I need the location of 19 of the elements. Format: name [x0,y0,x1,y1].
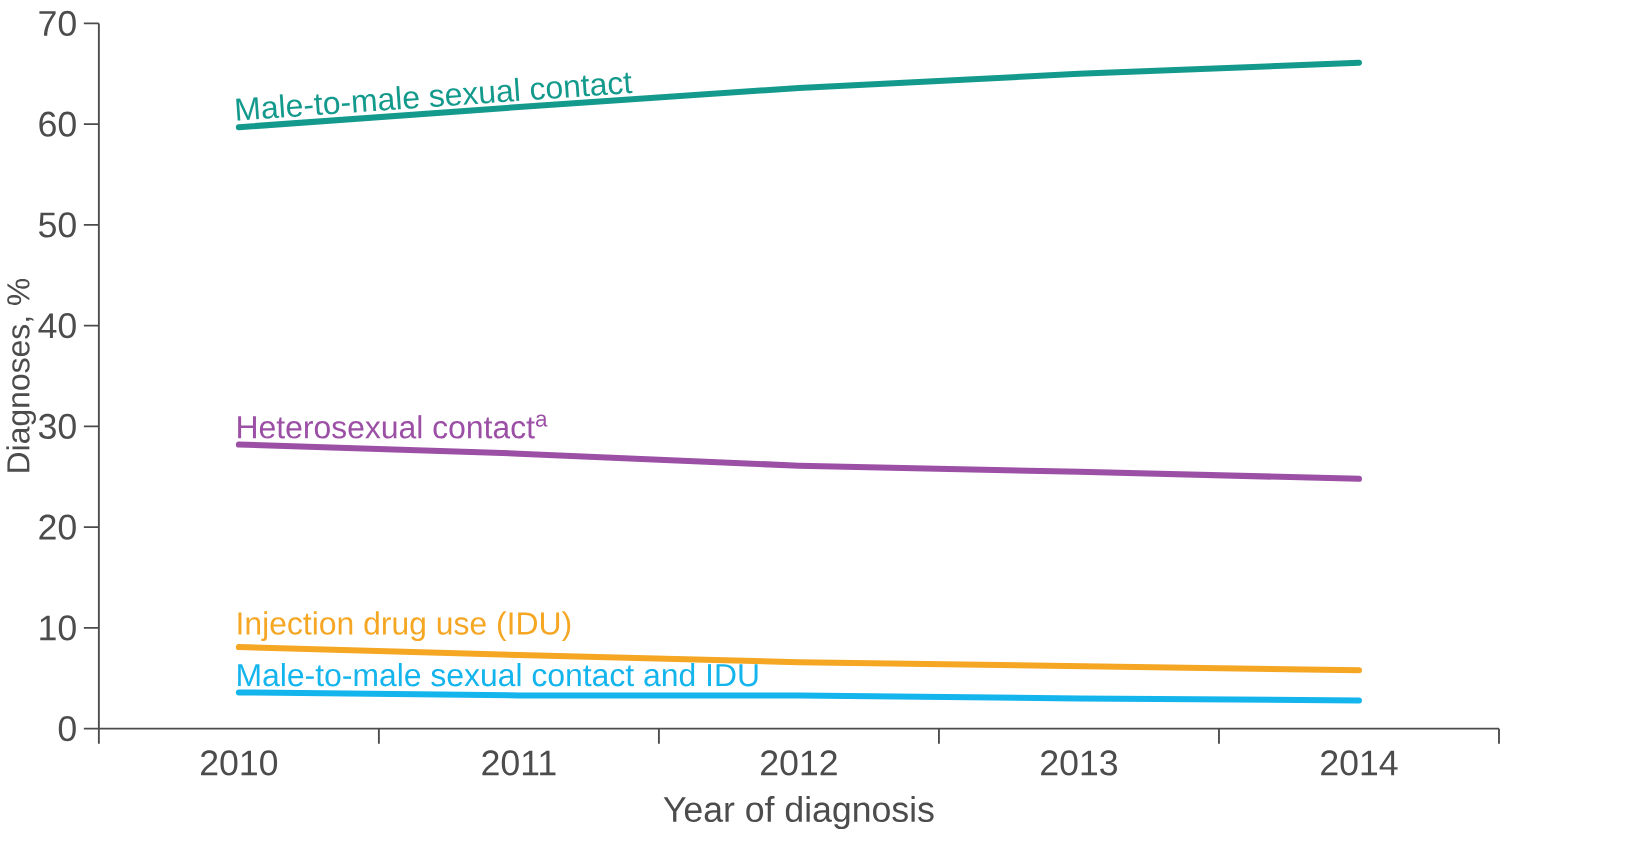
y-tick-label: 0 [58,716,76,742]
x-tick-label: 2013 [1041,750,1117,776]
x-tick-label: 2014 [1321,750,1398,776]
series-label: Male-to-male sexual contact [236,72,633,121]
x-tick-label: 2011 [482,750,556,776]
y-tick-label: 10 [40,615,76,641]
series-label: Male-to-male sexual contact and IDU [238,662,758,687]
y-tick-label: 30 [38,413,76,440]
y-tick-label: 50 [39,212,76,238]
y-tick-label: 70 [39,10,76,37]
x-axis-title: Year of diagnosis [663,795,934,830]
y-tick-label: 40 [38,313,76,339]
y-tick-label: 20 [39,514,76,540]
series-label: Heterosexual contact$^{a}$ [238,414,548,439]
x-tick-label: 2012 [761,750,837,776]
y-axis-title: Diagnoses, % [6,278,36,472]
series-label: Injection drug use (IDU) [238,611,571,642]
x-tick-label: 2010 [201,750,278,776]
y-tick-label: 60 [39,111,76,137]
